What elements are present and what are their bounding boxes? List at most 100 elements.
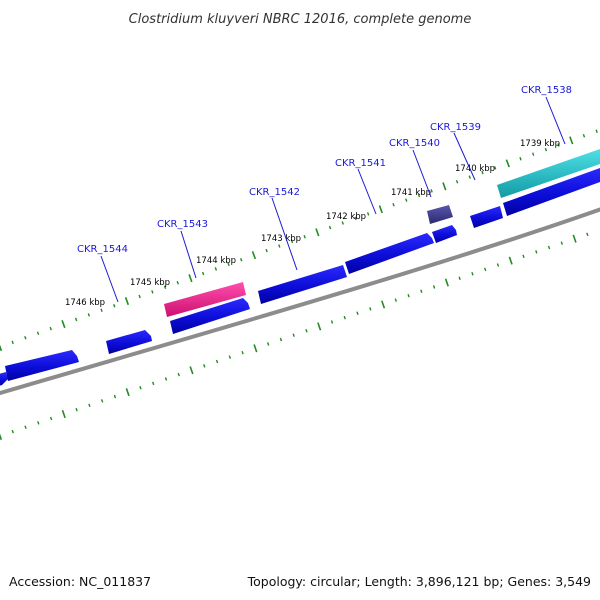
inner-major-tick: [317, 322, 322, 331]
outer-minor-tick: [481, 170, 484, 175]
outer-minor-tick: [468, 175, 471, 179]
outer-major-tick: [124, 297, 130, 306]
outer-minor-tick: [290, 239, 294, 244]
outer-minor-tick: [163, 285, 167, 290]
inner-minor-tick: [292, 333, 295, 337]
inner-minor-tick: [471, 272, 474, 276]
outer-major-tick: [61, 320, 66, 329]
inner-minor-tick: [330, 320, 334, 324]
inner-scale-ticks: [0, 232, 589, 441]
inner-minor-tick: [369, 307, 372, 311]
kbp-label-1739: 1739 kbp: [520, 139, 560, 149]
outer-minor-tick: [227, 262, 230, 267]
inner-minor-tick: [356, 311, 359, 316]
gene-label-ckr-1543[interactable]: CKR_1543: [157, 219, 208, 230]
inner-minor-tick: [11, 429, 14, 434]
cds-arrow-ckr-1539[interactable]: [470, 206, 503, 228]
outer-minor-tick: [201, 271, 205, 276]
inner-minor-tick: [164, 377, 168, 381]
accession-text: Accession: NC_011837: [9, 574, 151, 589]
outer-minor-tick: [176, 280, 179, 285]
inner-minor-tick: [37, 421, 40, 425]
outer-minor-tick: [74, 317, 78, 322]
kbp-label-1743: 1743 kbp: [261, 234, 301, 244]
kbp-label-1744: 1744 kbp: [196, 256, 236, 266]
rrna-feature-ckr-1538[interactable]: [497, 149, 600, 198]
outer-minor-tick: [100, 308, 103, 313]
inner-major-tick: [444, 278, 449, 287]
outer-minor-tick: [240, 258, 243, 262]
leader-line-ckr-1543: [180, 230, 197, 279]
outer-minor-tick: [49, 326, 52, 331]
inner-minor-tick: [432, 285, 436, 289]
leader-line-ckr-1541: [357, 168, 377, 215]
outer-major-tick: [188, 274, 193, 283]
trna-feature-ckr-1543[interactable]: [164, 282, 246, 317]
inner-major-tick: [508, 256, 513, 265]
kbp-label-1742: 1742 kbp: [326, 212, 366, 222]
outer-major-tick: [0, 344, 3, 352]
inner-minor-tick: [522, 254, 525, 259]
outer-minor-tick: [138, 294, 141, 299]
genome-backbone: [0, 207, 600, 396]
inner-minor-tick: [203, 364, 206, 368]
outer-minor-tick: [214, 267, 218, 271]
cds-arrow-ckr-1545[interactable]: [5, 350, 79, 381]
inner-minor-tick: [177, 372, 180, 377]
cds-arrow-ckr-1540[interactable]: [432, 225, 457, 243]
outer-major-tick: [378, 205, 383, 214]
cds-arrow-ckr-1542[interactable]: [258, 265, 347, 304]
cds-arrow-left-edge[interactable]: [0, 372, 8, 387]
outer-minor-tick: [366, 212, 370, 216]
outer-minor-tick: [595, 129, 598, 133]
inner-major-tick: [253, 344, 258, 353]
gene-label-ckr-1541[interactable]: CKR_1541: [335, 158, 386, 169]
inner-minor-tick: [88, 403, 91, 408]
outer-major-tick: [569, 136, 574, 145]
outer-minor-tick: [532, 152, 535, 156]
gene-label-ckr-1539[interactable]: CKR_1539: [430, 122, 481, 133]
inner-minor-tick: [484, 267, 487, 272]
leader-line-ckr-1542: [271, 197, 298, 271]
kbp-label-1746: 1746 kbp: [65, 298, 105, 308]
leader-line-ckr-1539: [453, 132, 476, 181]
outer-minor-tick: [354, 216, 357, 221]
inner-minor-tick: [24, 425, 27, 429]
outer-minor-tick: [113, 303, 116, 308]
kbp-label-1740: 1740 kbp: [455, 164, 495, 174]
inner-minor-tick: [586, 232, 589, 237]
inner-minor-tick: [139, 386, 142, 390]
gene-label-ckr-1538[interactable]: CKR_1538: [521, 85, 572, 96]
cds-arrow-ckr-1543[interactable]: [170, 298, 250, 334]
inner-minor-tick: [420, 289, 423, 294]
cds-arrow-ckr-1541[interactable]: [345, 233, 434, 274]
gene-labels: CKR_1544 CKR_1543 CKR_1542 CKR_1541 CKR_…: [77, 85, 572, 303]
outer-minor-tick: [87, 313, 91, 317]
gene-label-ckr-1544[interactable]: CKR_1544: [77, 244, 128, 255]
inner-minor-tick: [496, 263, 500, 267]
inner-minor-tick: [394, 298, 397, 302]
feature-ckr-1540[interactable]: [427, 205, 453, 224]
inner-minor-tick: [228, 355, 232, 359]
gene-label-ckr-1540[interactable]: CKR_1540: [389, 138, 440, 149]
cds-lane: [0, 168, 600, 387]
inner-minor-tick: [407, 293, 410, 298]
forward-strand-genes: [164, 149, 600, 317]
outer-minor-tick: [544, 147, 548, 152]
cds-arrow-ckr-1538[interactable]: [503, 168, 600, 216]
inner-minor-tick: [152, 381, 155, 386]
outer-minor-tick: [405, 198, 408, 202]
outer-minor-tick: [582, 134, 586, 138]
scale-labels: 1746 kbp 1745 kbp 1744 kbp 1743 kbp 1742…: [65, 139, 560, 308]
inner-minor-tick: [215, 359, 219, 364]
outer-scale-ticks: [0, 129, 598, 352]
inner-minor-tick: [75, 407, 78, 412]
genome-summary-text: Topology: circular; Length: 3,896,121 bp…: [247, 574, 591, 589]
gene-label-ckr-1542[interactable]: CKR_1542: [249, 187, 300, 198]
outer-minor-tick: [493, 166, 497, 170]
cds-arrow-ckr-1544[interactable]: [106, 330, 152, 354]
outer-major-tick: [251, 251, 257, 260]
inner-minor-tick: [343, 315, 346, 320]
inner-minor-tick: [100, 399, 104, 403]
